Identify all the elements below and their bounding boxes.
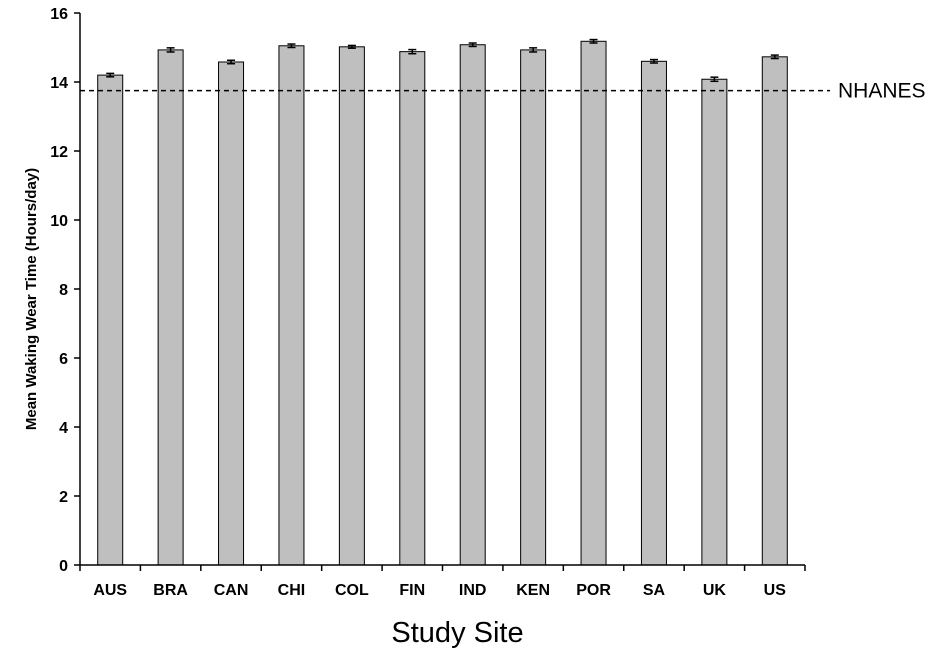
y-tick-label: 16 [50,6,68,23]
x-tick-label-sa: SA [643,582,666,599]
error-bar-bra [166,47,175,53]
x-tick-label-aus: AUS [93,582,127,599]
bar-fin [399,51,426,566]
error-bar-col [347,44,356,49]
error-bar-ken [529,47,538,53]
bar-chi [278,45,305,566]
y-tick-label: 8 [59,282,68,299]
y-tick-label: 4 [59,420,68,437]
y-ticks-group: 0 2 4 6 8 10 12 14 16 [50,6,80,575]
x-axis-title: Study Site [391,617,523,649]
y-tick-label: 2 [59,489,68,506]
error-bar-can [227,59,236,65]
error-bar-aus [106,72,115,78]
axes-group [79,13,805,566]
bar-can [218,61,245,566]
y-tick-label: 14 [50,75,68,92]
y-tick-label: 0 [59,558,68,575]
error-bar-chi [287,43,296,49]
bar-us [761,56,788,566]
x-tick-label-bra: BRA [153,582,188,599]
y-tick-label: 12 [50,144,68,161]
bar-uk [701,78,728,566]
bar-aus [97,74,124,566]
y-tick-label: 6 [59,351,68,368]
error-bar-uk [710,76,719,83]
x-ticks-group: AUS BRA CAN CHI COL FIN IND KEN POR SA UK US [79,565,806,599]
x-tick-label-col: COL [335,582,369,599]
x-tick-label-chi: CHI [278,582,306,599]
x-tick-label-uk: UK [703,582,727,599]
error-bar-ind [468,42,477,48]
error-bar-us [770,54,779,60]
reference-line-group: NHANES [80,80,926,103]
x-tick-label-us: US [764,582,787,599]
bar-ind [459,44,486,566]
bar-bra [157,49,184,566]
y-axis-title: Mean Waking Wear Time (Hours/day) [23,168,40,430]
bars-group [97,40,788,566]
error-bar-fin [408,48,417,55]
error-bars-group [106,38,779,83]
x-tick-label-can: CAN [214,582,249,599]
x-tick-label-por: POR [576,582,611,599]
x-tick-label-ken: KEN [516,582,550,599]
y-tick-label: 10 [50,213,68,230]
x-tick-label-ind: IND [459,582,487,599]
bar-col [338,46,365,566]
x-tick-label-fin: FIN [399,582,425,599]
error-bar-sa [649,58,658,64]
nhanes-reference-label: NHANES [838,80,926,103]
bar-por [580,40,607,566]
bar-sa [640,60,667,566]
bar-ken [520,49,547,566]
error-bar-por [589,38,598,44]
